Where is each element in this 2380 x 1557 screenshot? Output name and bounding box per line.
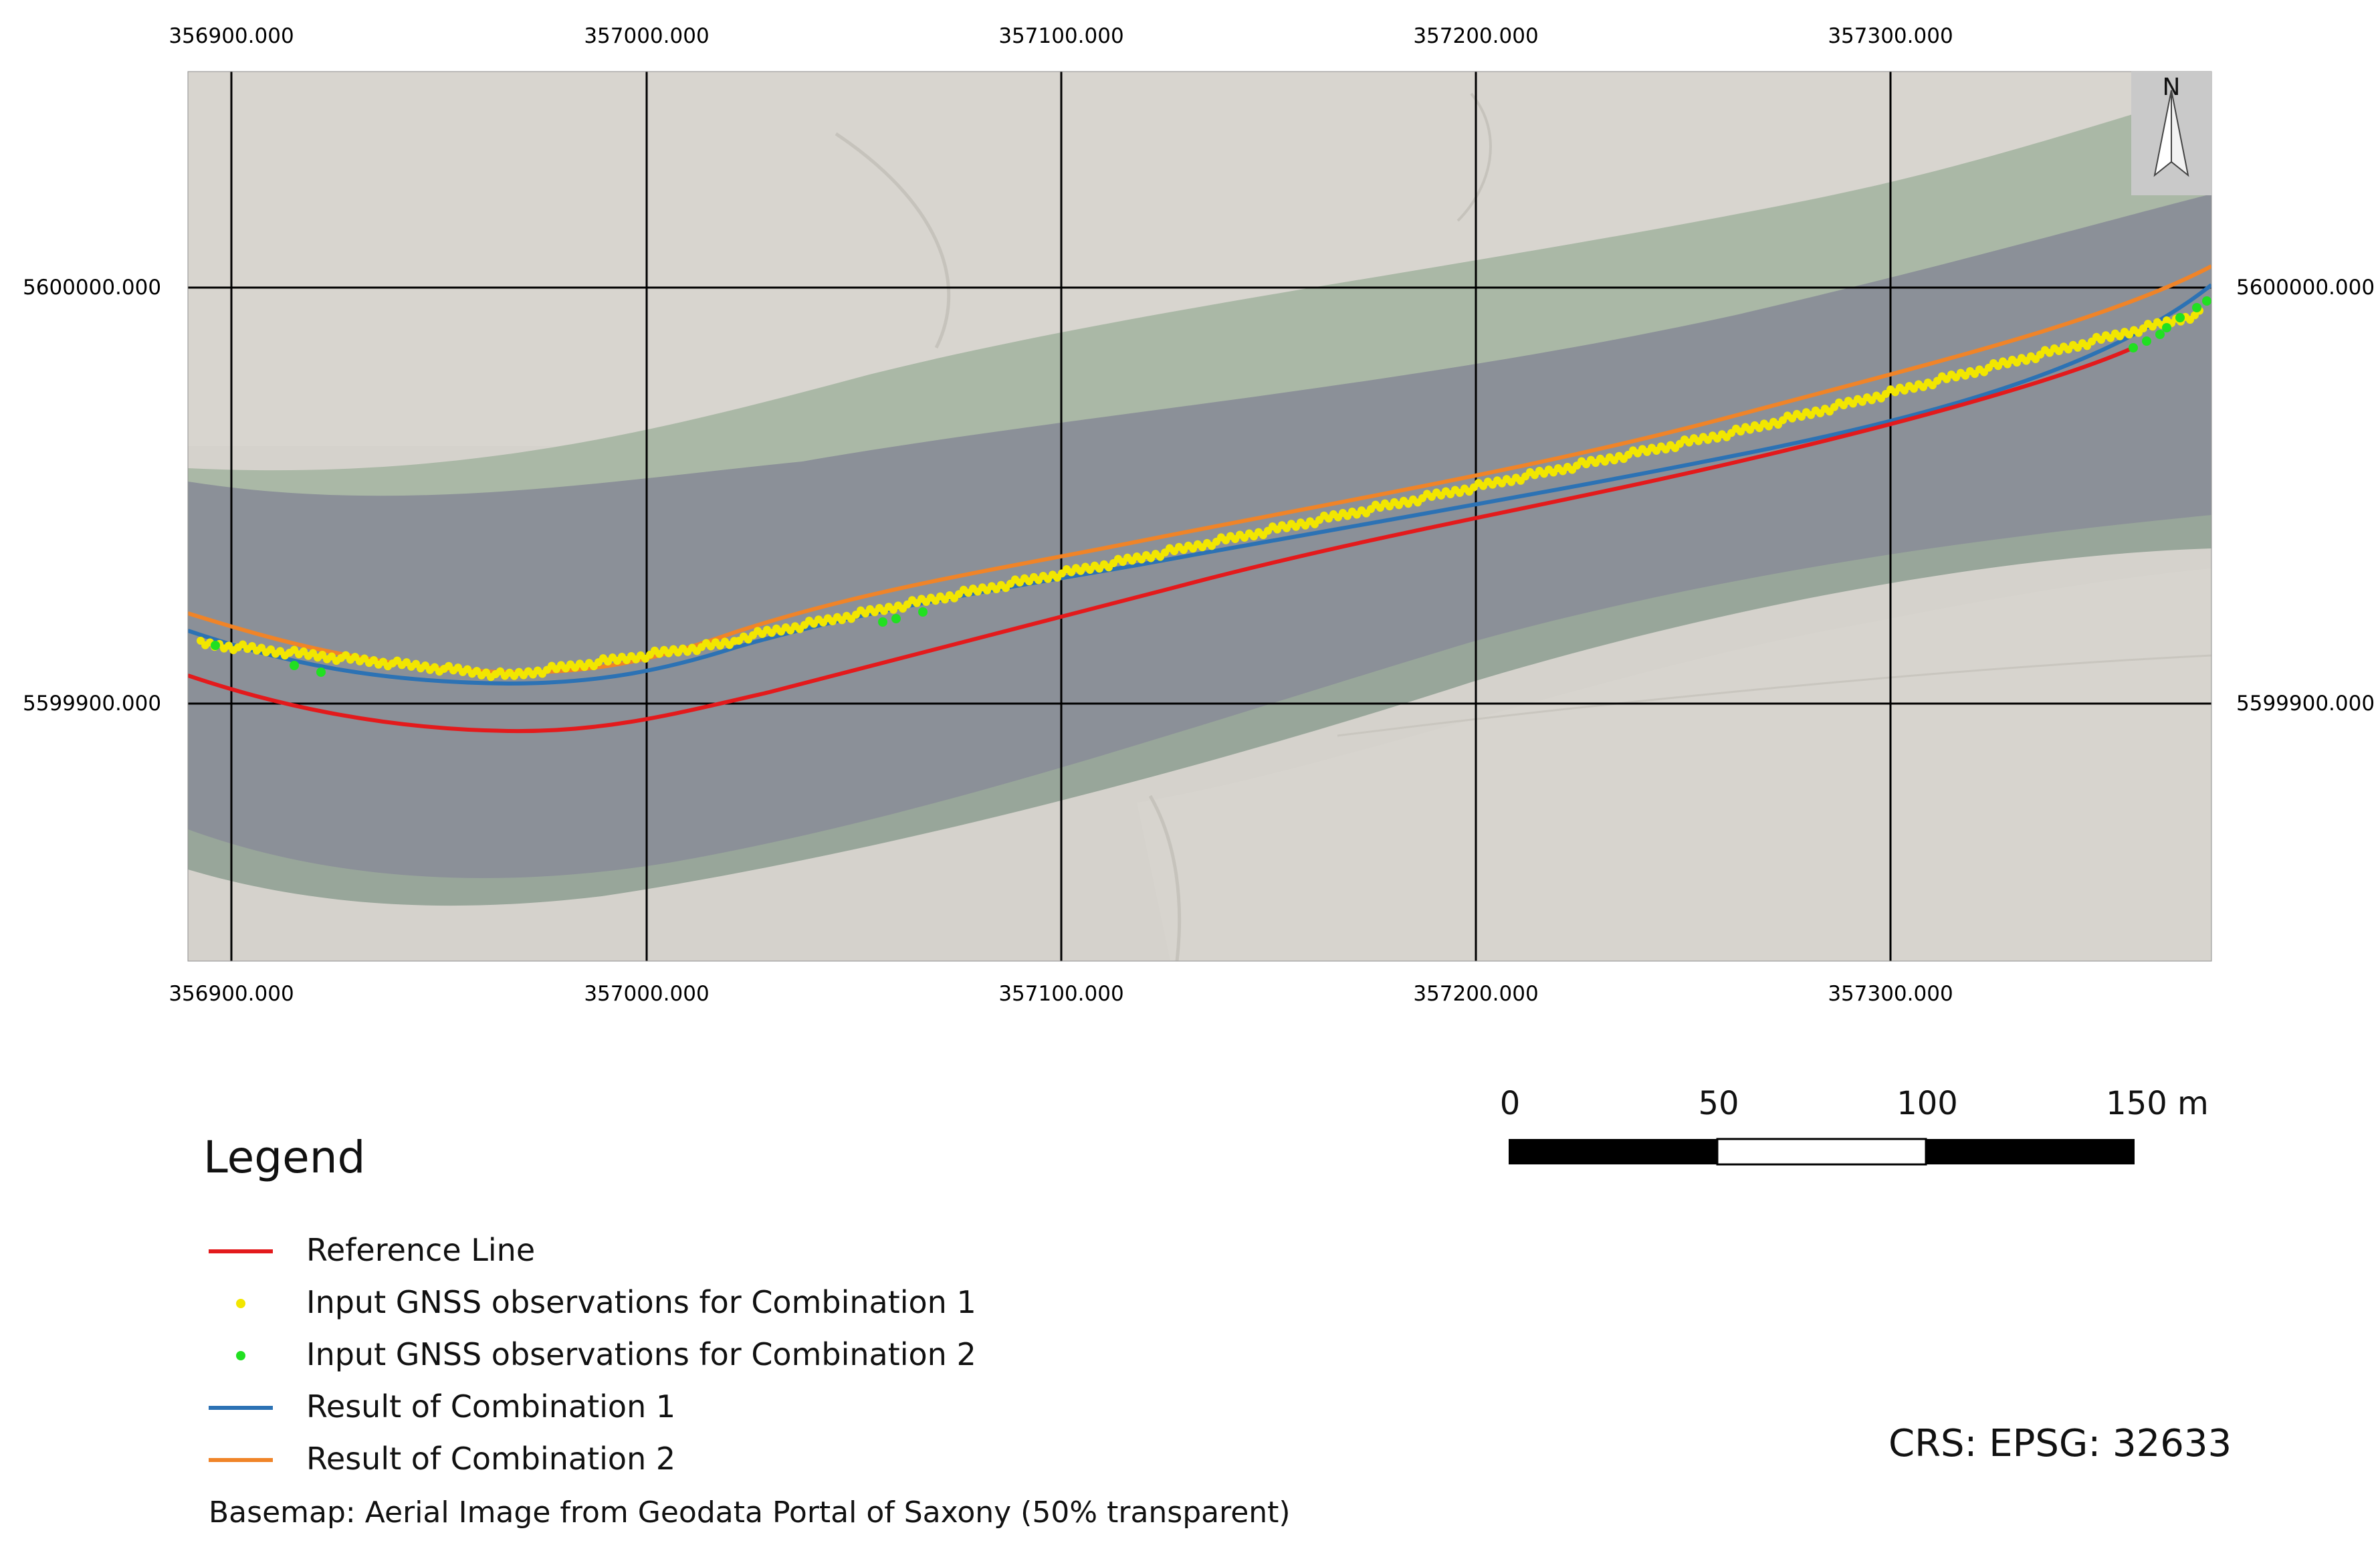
x-coord-bottom-2: 357100.000 bbox=[998, 982, 1124, 1006]
gnss-point-combination-2 bbox=[2142, 336, 2151, 346]
gnss-point-combination-2 bbox=[316, 667, 326, 677]
x-coord-top-1: 357000.000 bbox=[584, 24, 710, 48]
gnss-point-combination-2 bbox=[2202, 296, 2211, 306]
legend-title: Legend bbox=[203, 1132, 366, 1183]
gnss-point-combination-2 bbox=[2175, 313, 2185, 322]
basemap-note: Basemap: Aerial Image from Geodata Porta… bbox=[209, 1495, 1291, 1530]
gnss-point-combination-2 bbox=[2129, 343, 2138, 352]
scale-label-100: 100 bbox=[1897, 1085, 1958, 1122]
gnss-point-combination-2 bbox=[2192, 303, 2201, 312]
result-combination-1-line bbox=[188, 283, 2211, 686]
gnss-point-combination-2 bbox=[878, 617, 887, 627]
legend-label: Result of Combination 2 bbox=[306, 1441, 676, 1477]
reference-line bbox=[188, 346, 2135, 734]
legend-label: Reference Line bbox=[306, 1232, 536, 1268]
legend-symbol-blue-line bbox=[209, 1406, 273, 1410]
legend-symbol-yellow-dot bbox=[236, 1299, 245, 1308]
x-coord-bottom-0: 356900.000 bbox=[169, 982, 294, 1006]
gnss-point-combination-2 bbox=[2155, 330, 2165, 339]
scale-label-150: 150 m bbox=[2106, 1085, 2209, 1122]
scale-bar bbox=[1509, 1138, 2135, 1166]
north-arrow-icon: N bbox=[2131, 72, 2211, 195]
y-coord-left-0: 5600000.000 bbox=[23, 276, 162, 300]
gnss-point-combination-2 bbox=[918, 607, 928, 617]
gnss-point-combination-2 bbox=[891, 614, 901, 623]
scale-label-0: 0 bbox=[1499, 1085, 1521, 1122]
x-coord-top-4: 357300.000 bbox=[1828, 24, 1953, 48]
north-arrow-label: N bbox=[2163, 74, 2181, 101]
legend-label: Result of Combination 1 bbox=[306, 1388, 676, 1425]
legend-label: Input GNSS observations for Combination … bbox=[306, 1336, 976, 1372]
legend-symbol-red-line bbox=[209, 1249, 273, 1253]
gnss-point-combination-2 bbox=[2162, 323, 2171, 332]
gnss-point-combination-2 bbox=[290, 661, 299, 670]
x-coord-bottom-1: 357000.000 bbox=[584, 982, 710, 1006]
x-coord-top-0: 356900.000 bbox=[169, 24, 294, 48]
y-coord-left-1: 5599900.000 bbox=[23, 692, 162, 716]
y-coord-right-0: 5600000.000 bbox=[2236, 276, 2375, 300]
x-coord-bottom-3: 357200.000 bbox=[1413, 982, 1539, 1006]
y-coord-right-1: 5599900.000 bbox=[2236, 692, 2375, 716]
legend-symbol-green-dot bbox=[236, 1351, 245, 1360]
gnss-point-combination-2 bbox=[211, 641, 220, 650]
scale-label-50: 50 bbox=[1698, 1085, 1739, 1122]
basemap-aerial-image bbox=[188, 72, 2211, 961]
gnss-point-layer bbox=[197, 296, 2211, 682]
x-coord-bottom-4: 357300.000 bbox=[1828, 982, 1953, 1006]
x-coord-top-2: 357100.000 bbox=[998, 24, 1124, 48]
legend-symbol-orange-line bbox=[209, 1458, 273, 1462]
grid-lines bbox=[188, 72, 2211, 961]
crs-label: CRS: EPSG: 32633 bbox=[1888, 1422, 2232, 1465]
legend-label: Input GNSS observations for Combination … bbox=[306, 1284, 976, 1320]
x-coord-top-3: 357200.000 bbox=[1413, 24, 1539, 48]
